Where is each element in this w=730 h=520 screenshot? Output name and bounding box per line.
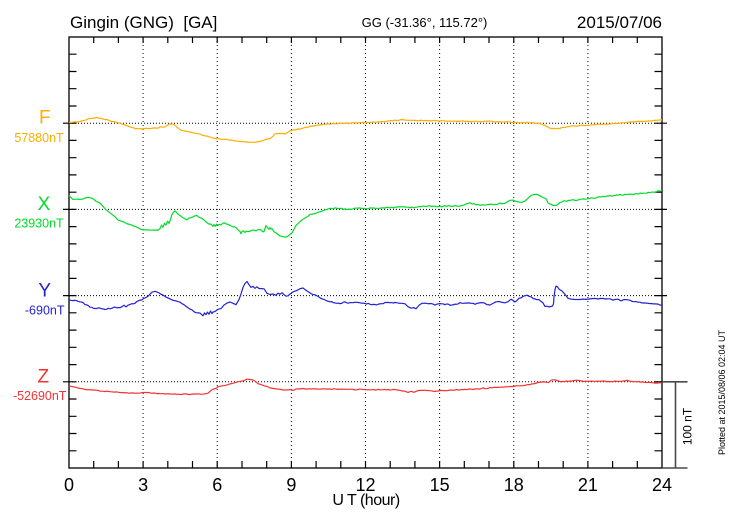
svg-text:6: 6 <box>212 475 222 495</box>
svg-text:100 nT: 100 nT <box>681 407 695 445</box>
svg-text:9: 9 <box>286 475 296 495</box>
svg-text:2015/07/06: 2015/07/06 <box>577 13 662 32</box>
svg-text:-690nT: -690nT <box>25 304 65 318</box>
svg-text:Y: Y <box>38 281 51 302</box>
svg-text:24: 24 <box>652 475 672 495</box>
svg-text:21: 21 <box>578 475 598 495</box>
svg-text:15: 15 <box>430 475 450 495</box>
svg-text:23930nT: 23930nT <box>14 217 64 231</box>
svg-text:0: 0 <box>64 475 74 495</box>
svg-text:Gingin (GNG) [GA]: Gingin (GNG) [GA] <box>70 13 217 32</box>
svg-text:Z: Z <box>37 367 49 388</box>
svg-text:U T (hour): U T (hour) <box>332 492 399 509</box>
svg-text:GG (-31.36°, 115.72°): GG (-31.36°, 115.72°) <box>362 15 488 30</box>
svg-text:18: 18 <box>504 475 524 495</box>
svg-text:-52690nT: -52690nT <box>13 389 67 403</box>
svg-text:3: 3 <box>138 475 148 495</box>
svg-text:Plotted at 2015/08/06 02:04 UT: Plotted at 2015/08/06 02:04 UT <box>717 329 727 455</box>
svg-text:F: F <box>39 108 51 129</box>
svg-text:X: X <box>38 194 51 215</box>
svg-text:57880nT: 57880nT <box>14 131 64 145</box>
svg-text:12: 12 <box>355 475 375 495</box>
